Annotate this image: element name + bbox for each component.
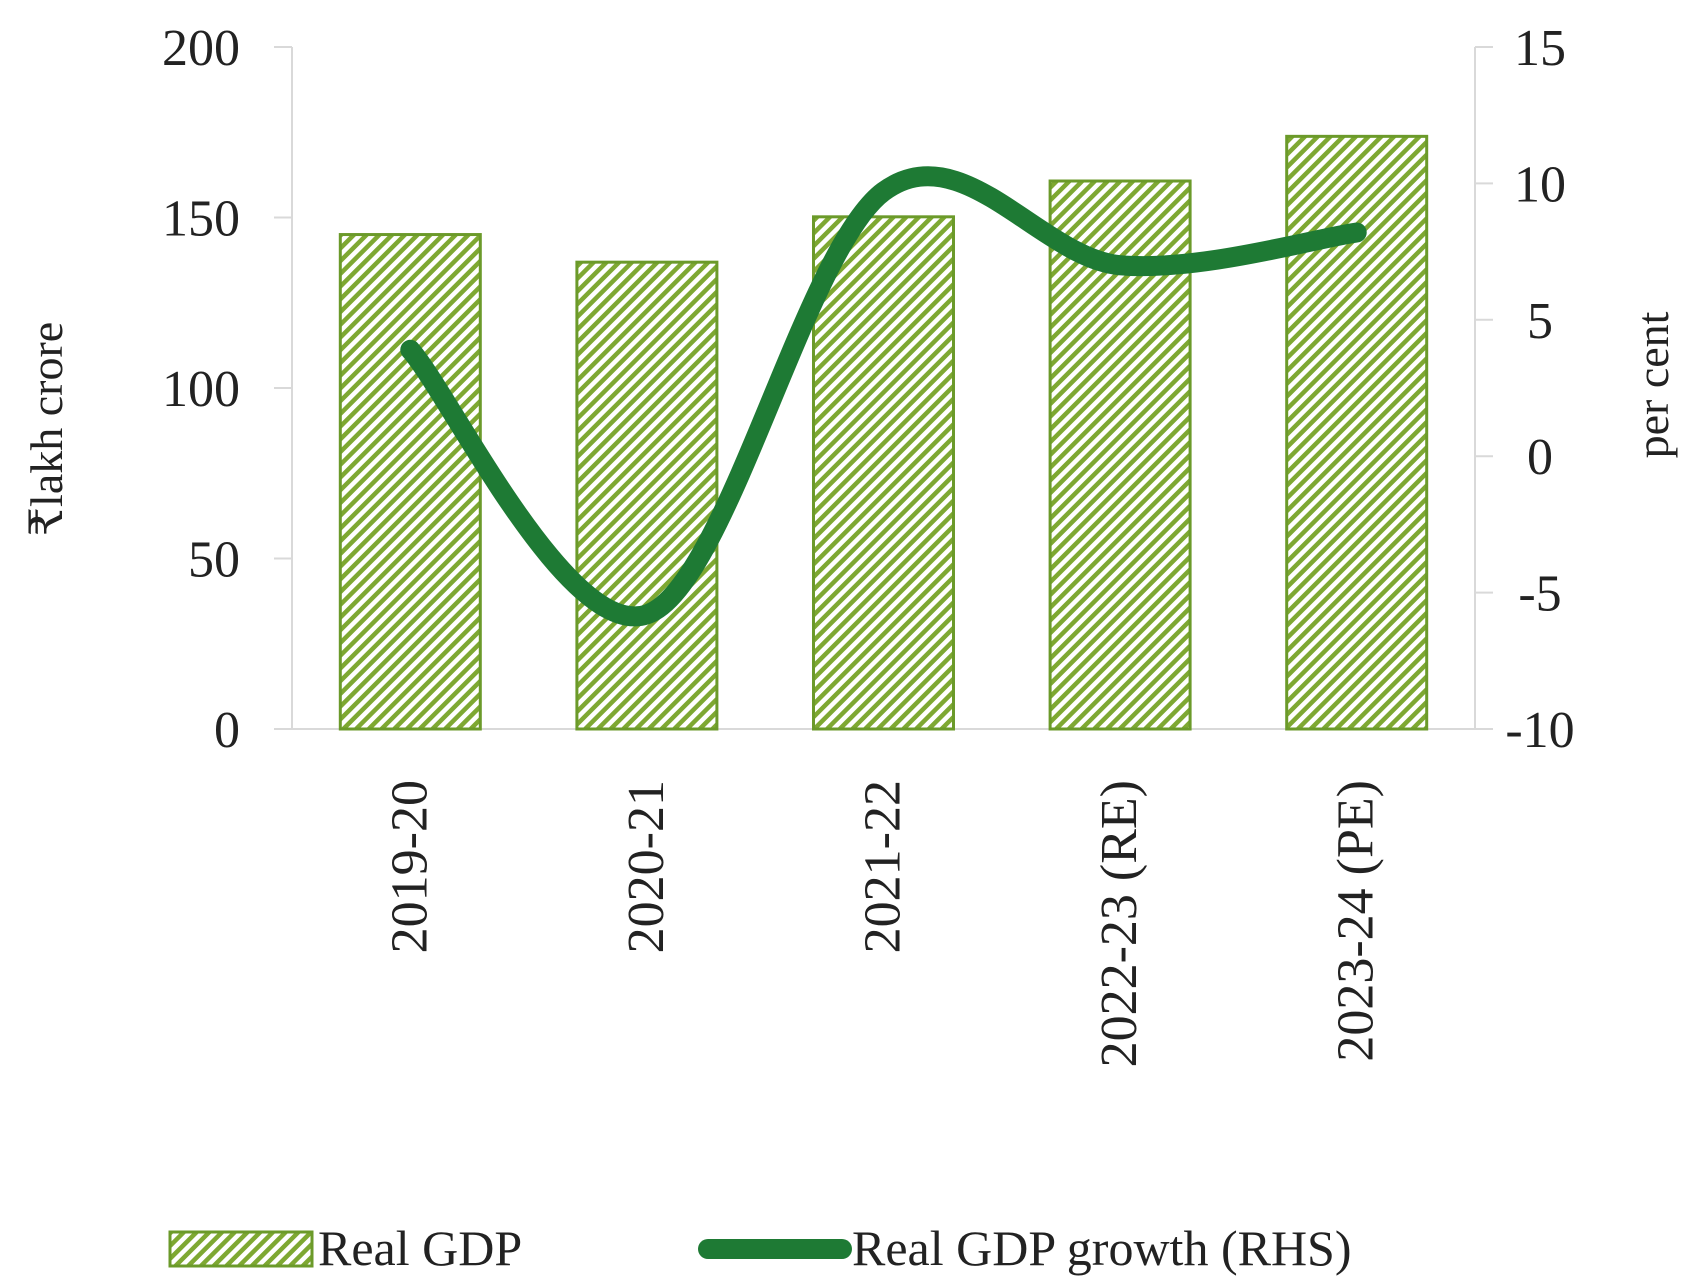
left-tick-label-1: 50: [188, 532, 240, 589]
left-tick-label-3: 150: [162, 191, 240, 248]
x-tick-label-1: 2020-21: [618, 780, 675, 953]
right-tick-label-0: -10: [1505, 702, 1574, 759]
legend-label-real-gdp: Real GDP: [318, 1220, 522, 1276]
bar-2019-20: [338, 233, 482, 731]
x-tick-label-4: 2023-24 (PE): [1328, 780, 1385, 1062]
right-tick-label-2: 0: [1527, 429, 1553, 486]
left-tick-label-2: 100: [162, 361, 240, 418]
bar-2020-21: [575, 260, 719, 731]
x-tick-label-2: 2021-22: [855, 780, 912, 953]
right-tick-label-1: -5: [1518, 566, 1561, 623]
bars: [338, 134, 1429, 731]
left-tick-label-4: 200: [162, 20, 240, 77]
x-tick-label-0: 2019-20: [381, 780, 438, 953]
y2-axis-label: per cent: [1627, 311, 1678, 458]
x-tick-label-3: 2022-23 (RE): [1091, 780, 1148, 1067]
bar-2021-22: [812, 215, 955, 731]
legend-label-real-gdp-growth: Real GDP growth (RHS): [852, 1220, 1352, 1276]
legend: Real GDP Real GDP growth (RHS): [168, 1220, 1352, 1276]
legend-swatch-real-gdp: [168, 1230, 314, 1268]
x-axis-ticks: 2019-20 2020-21 2021-22 2022-23 (RE) 2023-24…: [381, 780, 1384, 1067]
growth-line-layer: [400, 166, 1367, 627]
left-tick-label-0: 0: [214, 702, 240, 759]
right-tick-label-4: 10: [1514, 156, 1566, 213]
right-tick-label-3: 5: [1527, 293, 1553, 350]
right-axis-ticks: -10 -5 0 5 10 15: [1475, 20, 1575, 759]
right-tick-label-5: 15: [1514, 20, 1566, 77]
real-gdp-growth-line: [400, 166, 1367, 627]
left-axis-ticks: 0 50 100 150 200: [162, 20, 292, 759]
y-axis-label: ₹lakh crore: [21, 322, 72, 536]
